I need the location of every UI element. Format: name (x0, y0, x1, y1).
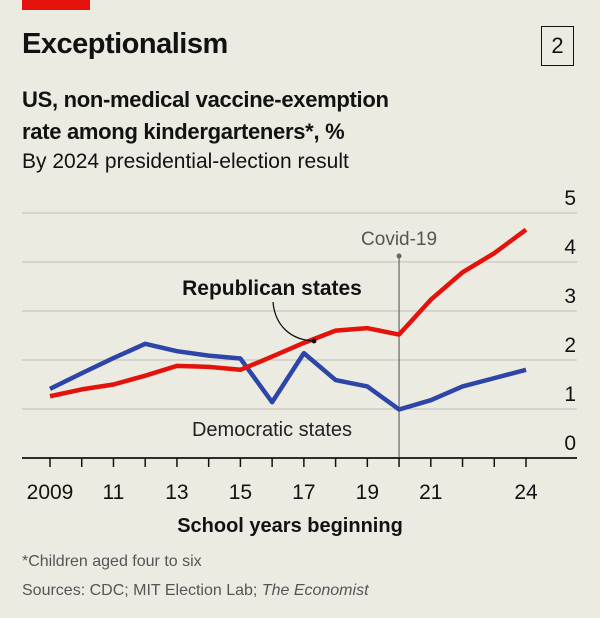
chart-number-badge: 2 (541, 26, 574, 66)
series-label-democratic: Democratic states (192, 419, 352, 441)
sources: Sources: CDC; MIT Election Lab; The Econ… (22, 582, 369, 600)
x-tick-label: 21 (419, 481, 442, 504)
annotation-leader-line (272, 301, 315, 342)
x-tick-label: 13 (165, 481, 188, 504)
x-tick-label: 17 (292, 481, 315, 504)
x-tick-label: 19 (356, 481, 379, 504)
footnote: *Children aged four to six (22, 553, 202, 570)
sources-italic: The Economist (261, 582, 369, 599)
x-tick-label: 24 (514, 481, 538, 504)
chart-subtitle: US, non-medical vaccine-exemption rate a… (22, 84, 389, 148)
y-tick-label: 5 (564, 187, 576, 210)
series-line-republican (49, 227, 528, 399)
y-tick-label: 0 (564, 432, 576, 455)
x-tick-label: 15 (229, 481, 252, 504)
chart-subtitle-secondary: By 2024 presidential-election result (22, 150, 349, 173)
x-tick-label: 2009 (27, 481, 74, 504)
y-tick-label: 1 (564, 383, 576, 406)
series-label-republican: Republican states (182, 277, 362, 300)
x-tick-label: 11 (103, 481, 125, 504)
subtitle-line-1: US, non-medical vaccine-exemption (22, 87, 389, 112)
chart-title: Exceptionalism (22, 28, 228, 60)
subtitle-line-2: rate among kindergarteners*, % (22, 119, 345, 144)
y-tick-label: 2 (564, 334, 576, 357)
sources-text: Sources: CDC; MIT Election Lab; (22, 582, 262, 599)
series-line-democratic (49, 341, 527, 412)
y-tick-label: 4 (564, 236, 576, 259)
y-tick-label: 3 (564, 285, 576, 308)
covid-line-dot (396, 253, 402, 259)
covid-label: Covid-19 (361, 229, 437, 250)
annotation-leader-dot (311, 338, 317, 344)
brand-red-bar (22, 0, 90, 10)
x-axis-label: School years beginning (177, 515, 403, 537)
